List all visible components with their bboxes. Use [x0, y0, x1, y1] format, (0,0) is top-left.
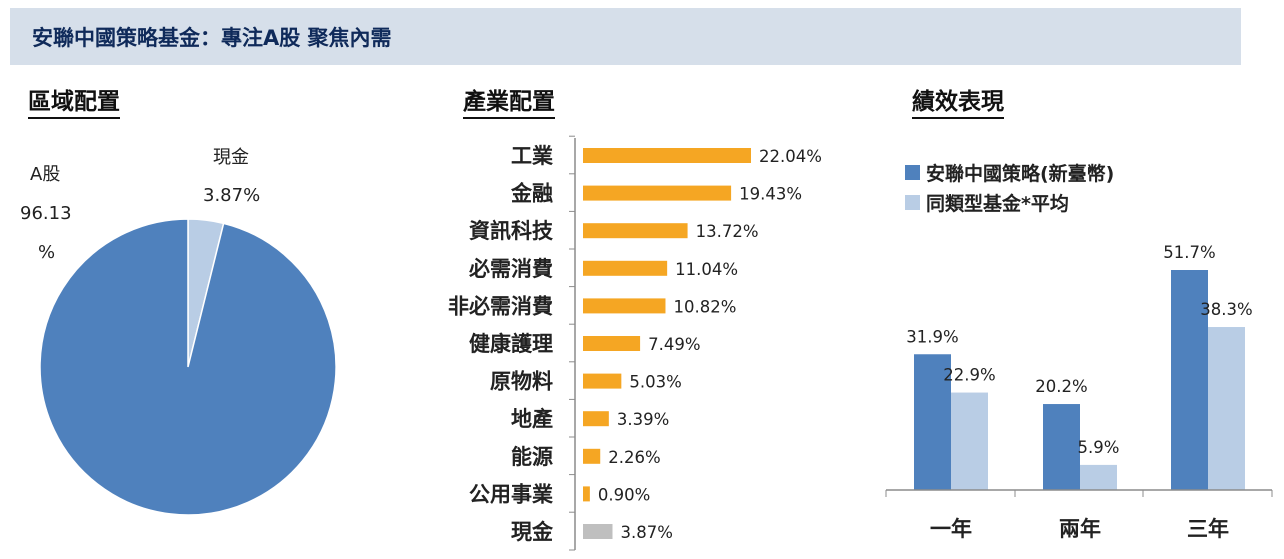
industry-bar: [583, 223, 688, 239]
bar-value-label: 5.9%: [1078, 438, 1120, 457]
performance-bar: [1171, 270, 1208, 490]
page-title: 安聯中國策略基金：專注A股 聚焦內需: [32, 25, 392, 50]
category-label: 原物料: [490, 370, 553, 394]
bar-value-label: 11.04%: [675, 260, 738, 279]
industry-bar: [583, 260, 668, 276]
bar-value-label: 10.82%: [673, 297, 736, 316]
category-label: 能源: [511, 445, 553, 469]
industry-bar: [583, 185, 732, 201]
pie-label: 3.87%: [203, 185, 260, 206]
pie-label: 現金: [213, 147, 249, 168]
industry-bar: [583, 448, 601, 464]
performance-section-title: 績效表現: [912, 88, 1004, 119]
performance-bar: [1080, 464, 1117, 490]
performance-bar: [1043, 404, 1080, 490]
category-label: 資訊科技: [469, 219, 554, 243]
category-label: 健康護理: [469, 332, 553, 356]
bar-value-label: 31.9%: [906, 327, 958, 346]
pie-label: A股: [30, 164, 60, 185]
legend-label: 安聯中國策略(新臺幣): [926, 162, 1114, 185]
category-label: 一年: [930, 517, 972, 541]
industry-bar: [583, 148, 751, 163]
region-section-title: 區域配置: [28, 88, 120, 119]
performance-bar: [914, 354, 951, 490]
industry-bar: [583, 336, 641, 351]
industry-bar: [583, 524, 613, 539]
bar-value-label: 0.90%: [598, 485, 650, 504]
bar-value-label: 51.7%: [1163, 243, 1215, 262]
category-label: 工業: [511, 144, 554, 168]
category-label: 金融: [510, 182, 553, 206]
pie-label: %: [38, 242, 55, 263]
bar-value-label: 20.2%: [1035, 377, 1087, 396]
bar-value-label: 5.03%: [629, 373, 681, 392]
category-label: 三年: [1187, 517, 1229, 541]
industry-bar: [583, 486, 590, 502]
bar-value-label: 3.87%: [620, 523, 672, 542]
category-label: 地產: [511, 407, 553, 431]
bar-value-label: 38.3%: [1200, 300, 1252, 319]
page-header: 安聯中國策略基金：專注A股 聚焦內需: [10, 8, 1241, 65]
pie-slice: [39, 218, 337, 516]
industry-bar: [583, 411, 609, 427]
legend-swatch: [905, 195, 920, 210]
bar-value-label: 3.39%: [617, 410, 669, 429]
bar-value-label: 7.49%: [648, 335, 700, 354]
performance-bar: [1208, 327, 1245, 490]
industry-section-title: 產業配置: [463, 88, 555, 119]
pie-label: 96.13: [20, 203, 72, 224]
category-label: 公用事業: [469, 482, 554, 506]
industry-bar: [583, 373, 622, 389]
industry-bar: [583, 298, 666, 314]
category-label: 現金: [511, 520, 554, 544]
bar-value-label: 13.72%: [696, 222, 759, 241]
bar-value-label: 22.9%: [943, 366, 995, 385]
bar-value-label: 2.26%: [608, 448, 660, 467]
bar-value-label: 19.43%: [739, 185, 802, 204]
performance-bar: [951, 392, 988, 490]
legend-label: 同類型基金*平均: [926, 192, 1069, 215]
category-label: 必需消費: [469, 257, 553, 281]
category-label: 兩年: [1059, 517, 1101, 541]
bar-value-label: 22.04%: [759, 147, 822, 166]
legend-swatch: [905, 165, 920, 180]
category-label: 非必需消費: [448, 294, 553, 318]
